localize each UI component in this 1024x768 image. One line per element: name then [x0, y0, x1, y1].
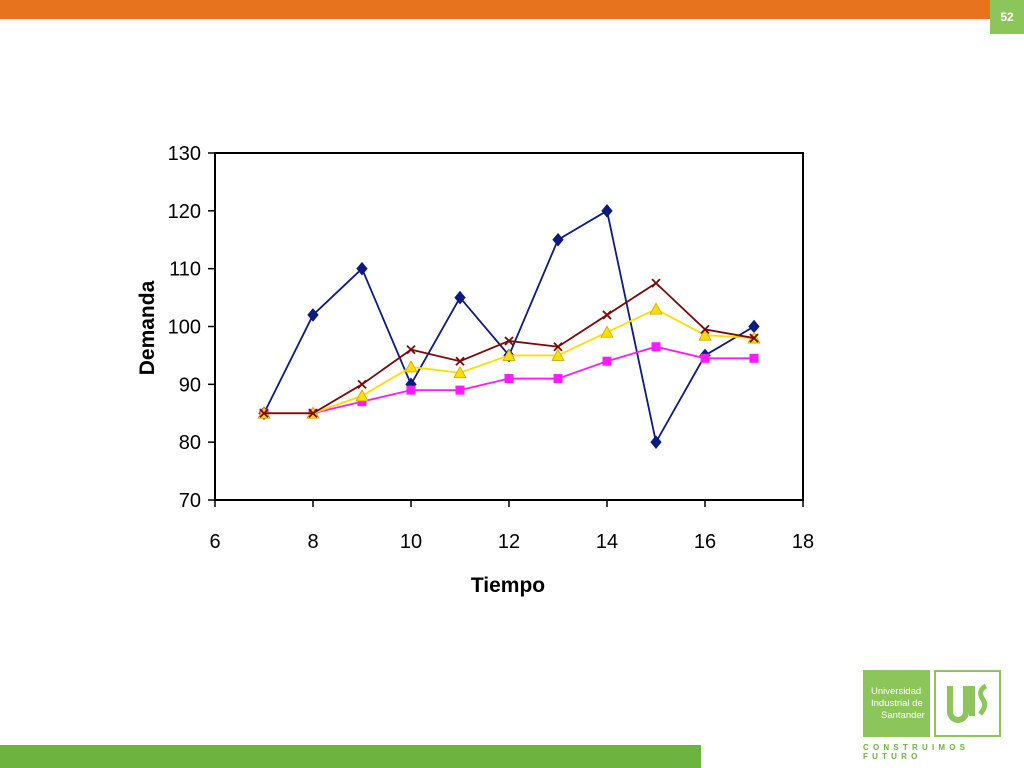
page-number: 52	[1000, 10, 1014, 24]
logo-line-1: Universidad	[871, 685, 922, 697]
series-4	[259, 278, 759, 418]
x-data-point	[406, 344, 416, 355]
x-tick-label: 6	[209, 531, 220, 553]
x-data-point	[308, 408, 318, 418]
motto: CONSTRUIMOS FUTURO	[863, 743, 970, 761]
diamond-data-point	[650, 435, 662, 449]
diamond-data-point	[454, 290, 466, 305]
triangle-data-point	[551, 348, 565, 361]
square-data-point	[602, 356, 612, 366]
square-data-point	[553, 374, 563, 384]
diamond-data-point	[601, 204, 613, 218]
triangle-data-point	[600, 325, 614, 338]
square-data-point	[357, 397, 367, 407]
y-tick-label: 100	[168, 317, 201, 339]
x-data-point	[553, 342, 563, 352]
x-data-point	[259, 408, 269, 418]
square-data-point	[406, 385, 416, 395]
uis-emblem-icon	[934, 670, 1001, 737]
y-tick-label: 120	[168, 201, 201, 223]
y-tick-label: 90	[179, 374, 201, 396]
x-tick-label: 18	[792, 531, 814, 553]
x-tick-label: 8	[307, 531, 318, 553]
x-data-point	[700, 324, 710, 335]
x-data-point	[455, 356, 465, 366]
series-line	[264, 281, 755, 415]
x-data-point	[504, 336, 514, 346]
diamond-data-point	[356, 261, 368, 276]
page-number-badge: 52	[990, 0, 1024, 34]
triangle-data-point	[404, 360, 418, 373]
top-accent-bar	[0, 0, 1024, 19]
x-tick-label: 16	[694, 531, 716, 553]
square-data-point	[700, 353, 710, 363]
x-tick-label: 10	[400, 531, 422, 553]
x-data-point	[749, 333, 759, 343]
logo-line-3: Santander	[881, 709, 925, 721]
logo-line-2: Industrial de	[871, 697, 923, 709]
y-axis-title: Demanda	[136, 280, 159, 375]
triangle-data-point	[649, 302, 663, 315]
diamond-data-point	[552, 232, 564, 247]
triangle-data-point	[355, 389, 369, 402]
series-layer	[257, 204, 761, 449]
y-tick-label: 80	[179, 432, 201, 454]
series-3	[257, 302, 761, 419]
y-tick-label: 70	[179, 490, 201, 512]
diamond-data-point	[748, 319, 760, 334]
diamond-data-point	[307, 308, 319, 322]
triangle-data-point	[453, 365, 467, 379]
triangle-data-point	[698, 328, 712, 341]
square-data-point	[504, 374, 514, 384]
university-logo-text: Universidad Industrial de Santander	[863, 670, 930, 737]
plot-area-frame	[214, 152, 804, 501]
square-data-point	[651, 342, 661, 352]
bottom-accent-bar	[0, 745, 701, 768]
x-data-point	[602, 310, 612, 320]
y-tick-label: 110	[169, 259, 201, 281]
x-data-point	[651, 278, 661, 288]
series-1	[258, 204, 760, 449]
square-data-point	[455, 385, 465, 395]
x-tick-label: 14	[596, 531, 618, 553]
y-tick-label: 130	[168, 143, 201, 165]
tick-layer: 6 8 10 12 14 16 18 70 80 90 100 110 120 130	[168, 143, 815, 553]
x-tick-label: 12	[498, 531, 520, 553]
square-data-point	[749, 353, 759, 363]
x-data-point	[357, 379, 367, 389]
x-axis-title: Tiempo	[471, 574, 545, 597]
triangle-data-point	[502, 348, 516, 361]
